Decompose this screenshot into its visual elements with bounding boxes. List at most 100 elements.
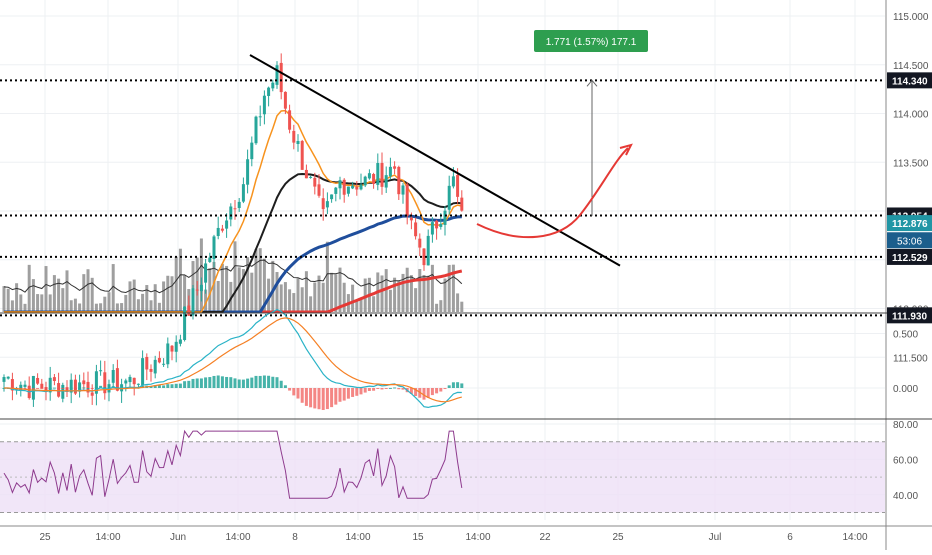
drawings[interactable]: 1.771 (1.57%) 177.1 (0, 30, 885, 317)
price-label-bg (887, 72, 932, 89)
macd-histogram-bar (409, 388, 413, 394)
macd-histogram-bar (309, 388, 313, 408)
macd-histogram-bar (103, 387, 107, 389)
candle-body (73, 379, 77, 394)
price-tick: 114.000 (893, 110, 929, 121)
macd-histogram-bar (44, 388, 48, 389)
macd-histogram-bar (401, 388, 405, 390)
macd-histogram-bar (48, 387, 52, 389)
volume-bar (141, 293, 145, 312)
macd-histogram-bar (61, 388, 65, 389)
macd-histogram-bar (283, 385, 287, 388)
volume-bar (288, 289, 292, 312)
candle-body (82, 380, 86, 385)
macd-histogram-bar (279, 380, 283, 388)
volume-bar (57, 278, 61, 312)
macd-histogram-bar (296, 388, 300, 399)
macd-histogram-bar (443, 388, 447, 390)
volume-bar (128, 281, 132, 312)
volume-bar (254, 249, 258, 312)
candle-body (233, 208, 237, 210)
macd-histogram-bar (325, 388, 329, 410)
macd-histogram-bar (451, 382, 455, 388)
volume-bar (372, 296, 376, 312)
candle-body (401, 185, 405, 195)
candle-body (216, 227, 220, 237)
volume-bar (183, 275, 187, 312)
volume-bar (283, 282, 287, 312)
macd-histogram-bar (435, 388, 439, 394)
volume-bar (330, 272, 334, 312)
macd-histogram-bar (233, 378, 237, 388)
candle-body (208, 257, 212, 262)
candle-body (288, 110, 292, 130)
time-tick: Jun (170, 532, 186, 543)
candle-body (460, 197, 464, 211)
volume-bar (296, 278, 300, 312)
candle-body (44, 387, 48, 392)
volume-bar (132, 279, 136, 312)
volume-bar (401, 273, 405, 312)
candle-body (69, 379, 73, 393)
candle-body (103, 372, 107, 394)
price-tick: 114.500 (893, 61, 929, 72)
macd-histogram-bar (372, 388, 376, 391)
macd-histogram-bar (107, 387, 111, 389)
volume-bar (10, 300, 14, 312)
candle-body (191, 288, 195, 316)
volume-bar (27, 264, 31, 312)
volume-bar (153, 284, 157, 312)
candle-body (40, 383, 44, 389)
macd-histogram-bar (191, 378, 195, 388)
macd-histogram-bar (149, 385, 153, 388)
volume-bar (99, 303, 103, 312)
volume-bar (325, 241, 329, 312)
macd-histogram-bar (195, 378, 199, 388)
macd-histogram-bar (174, 383, 178, 388)
candle-body (296, 140, 300, 145)
time-tick: 14:00 (842, 532, 867, 543)
candle-body (6, 376, 10, 379)
trendline (249, 54, 621, 267)
candle-body (78, 382, 82, 392)
volume-bar (414, 288, 418, 312)
macd-histogram-bar (300, 388, 304, 403)
macd-histogram-bar (99, 385, 103, 388)
macd-histogram-bar (199, 378, 203, 388)
macd-line (4, 308, 462, 409)
macd-histogram-bar (229, 377, 233, 388)
volume-bar (435, 303, 439, 312)
macd-histogram-bar (178, 383, 182, 388)
volume-bar (334, 274, 338, 312)
candle-body (376, 163, 380, 185)
price-tick: 115.000 (893, 12, 929, 23)
candle-body (220, 228, 224, 231)
candle-body (439, 223, 443, 227)
volume-bar (451, 264, 455, 312)
volume-bar (313, 282, 317, 312)
macd-histogram-bar (330, 388, 334, 408)
volume-bar (338, 267, 342, 312)
price-label: 111.930 (892, 311, 927, 322)
signal-line (4, 317, 462, 403)
candle-body (447, 185, 451, 210)
candle-body (388, 166, 392, 177)
volume-bar (52, 275, 56, 312)
measure-arrowhead (586, 79, 598, 87)
candle-body (258, 116, 262, 118)
macd-histogram-bar (304, 388, 308, 406)
candle-body (195, 289, 199, 291)
time-tick: 15 (412, 532, 424, 543)
candle-body (132, 377, 136, 385)
volume-bar (237, 267, 241, 312)
candle-body (330, 194, 334, 200)
price-label: 114.340 (892, 76, 928, 87)
macd-histogram-bar (237, 379, 241, 388)
macd-histogram-bar (334, 388, 338, 405)
candle-body (36, 377, 40, 384)
macd-histogram-bar (36, 388, 40, 389)
candle-body (414, 222, 418, 237)
